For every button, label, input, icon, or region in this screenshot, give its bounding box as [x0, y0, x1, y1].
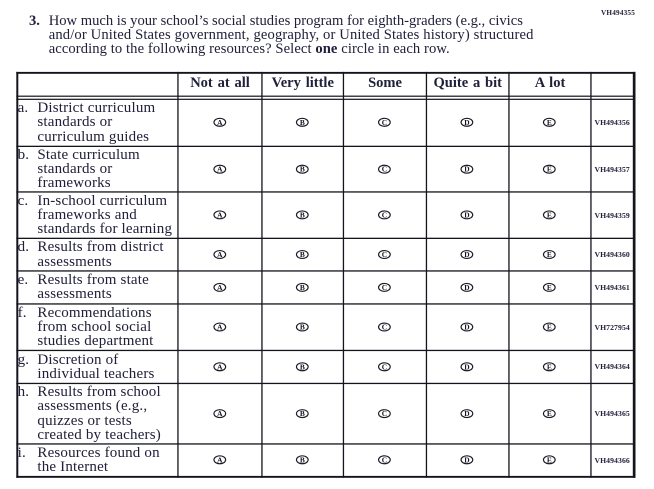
svg-text:E: E: [547, 210, 552, 219]
svg-text:A: A: [217, 210, 223, 219]
svg-text:B: B: [300, 250, 305, 259]
svg-text:C: C: [382, 118, 387, 127]
svg-text:D: D: [464, 455, 469, 464]
svg-text:A: A: [217, 283, 223, 292]
svg-text:D: D: [464, 210, 469, 219]
svg-text:A: A: [217, 118, 223, 127]
svg-text:E: E: [547, 362, 552, 371]
svg-text:A: A: [217, 455, 223, 464]
svg-text:B: B: [300, 362, 305, 371]
svg-text:B: B: [300, 165, 305, 174]
svg-text:E: E: [547, 118, 552, 127]
svg-text:E: E: [547, 165, 552, 174]
svg-text:B: B: [300, 283, 305, 292]
svg-text:A: A: [217, 250, 223, 259]
svg-text:E: E: [547, 250, 552, 259]
svg-text:D: D: [464, 409, 469, 418]
svg-text:B: B: [300, 118, 305, 127]
svg-text:C: C: [382, 362, 387, 371]
svg-text:D: D: [464, 362, 469, 371]
svg-text:B: B: [300, 210, 305, 219]
svg-text:B: B: [300, 455, 305, 464]
svg-text:D: D: [464, 323, 469, 332]
svg-text:C: C: [382, 165, 387, 174]
svg-text:D: D: [464, 250, 469, 259]
svg-text:A: A: [217, 323, 223, 332]
svg-text:C: C: [382, 409, 387, 418]
svg-text:E: E: [547, 283, 552, 292]
svg-text:C: C: [382, 250, 387, 259]
svg-text:E: E: [547, 323, 552, 332]
svg-text:D: D: [464, 118, 469, 127]
svg-text:E: E: [547, 455, 552, 464]
svg-text:E: E: [547, 409, 552, 418]
svg-text:C: C: [382, 455, 387, 464]
svg-text:B: B: [300, 323, 305, 332]
svg-text:D: D: [464, 283, 469, 292]
svg-text:A: A: [217, 165, 223, 174]
svg-text:C: C: [382, 210, 387, 219]
svg-text:C: C: [382, 323, 387, 332]
svg-text:A: A: [217, 362, 223, 371]
svg-text:B: B: [300, 409, 305, 418]
svg-text:D: D: [464, 165, 469, 174]
svg-text:A: A: [217, 409, 223, 418]
svg-text:C: C: [382, 283, 387, 292]
